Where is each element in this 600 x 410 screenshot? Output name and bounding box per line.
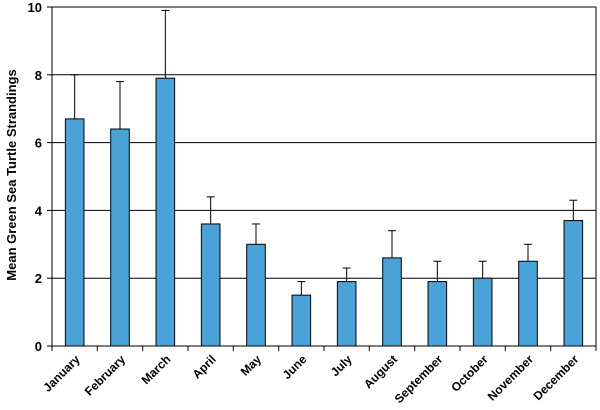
y-tick-labels: 0 2 4 6 8 10 (28, 0, 43, 354)
x-tick-label: April (190, 352, 219, 381)
y-tick-label: 8 (35, 68, 42, 83)
x-tick-label: February (82, 352, 128, 398)
bar (291, 294, 312, 347)
x-tick-label: September (392, 352, 446, 406)
x-tick-label: May (238, 352, 265, 379)
bar (563, 220, 584, 347)
bar (472, 277, 493, 347)
x-tick-label: January (40, 352, 83, 395)
bar (64, 118, 85, 347)
y-tick-label: 10 (28, 0, 42, 15)
bar (246, 243, 266, 347)
axes (47, 6, 597, 351)
bar (200, 223, 221, 347)
error-bars (70, 9, 578, 296)
x-tick-label: July (328, 352, 355, 379)
x-tick-label: December (531, 352, 582, 403)
bars (64, 77, 584, 347)
x-tick-label: November (485, 352, 537, 404)
gridlines (52, 74, 596, 279)
x-tick-label: October (448, 352, 491, 395)
y-tick-label: 0 (35, 339, 42, 354)
bar (110, 128, 130, 347)
x-tick-label: June (280, 352, 310, 382)
x-tick-label: March (139, 352, 174, 387)
y-tick-label: 4 (35, 203, 43, 218)
y-tick-label: 6 (35, 136, 42, 151)
bar (518, 260, 538, 347)
bar (427, 281, 448, 347)
bar (336, 281, 357, 347)
bar (382, 257, 402, 347)
x-tick-label: August (361, 352, 400, 391)
x-tick-labels: January February March April May June July Augu… (40, 352, 581, 406)
bar (155, 77, 176, 347)
y-tick-label: 2 (35, 271, 42, 286)
y-axis-title: Mean Green Sea Turtle Strandings (4, 69, 19, 280)
